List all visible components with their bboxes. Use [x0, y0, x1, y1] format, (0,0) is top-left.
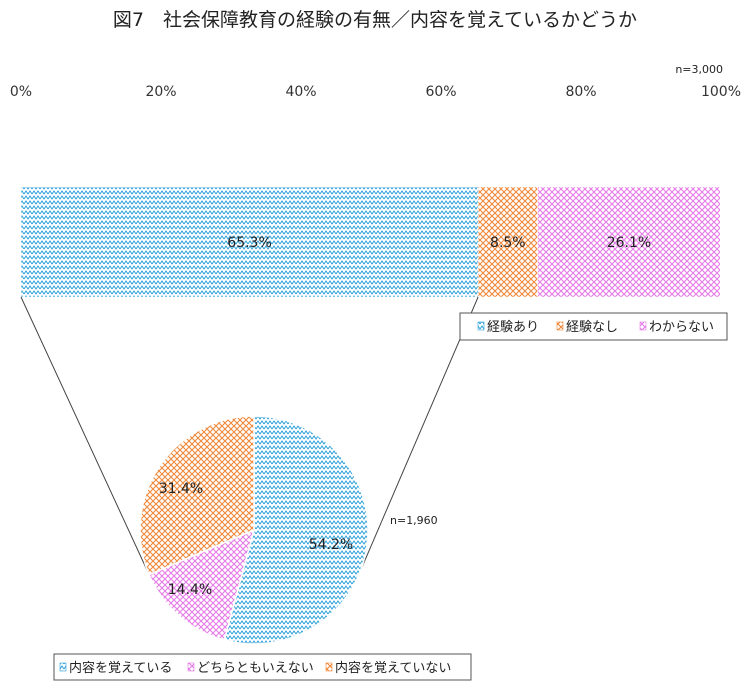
- x-tick-label: 0%: [10, 84, 32, 100]
- legend-swatch: [187, 662, 195, 672]
- pie-slice: [139, 415, 255, 576]
- chart-title: 図7 社会保障教育の経験の有無／内容を覚えているかどうか: [113, 9, 637, 31]
- legend-label: 内容を覚えている: [69, 660, 172, 676]
- x-tick-label: 60%: [425, 84, 456, 100]
- x-tick-label: 20%: [145, 84, 176, 100]
- bar-segment: [20, 186, 479, 298]
- pie-chart: 54.2% 14.4% 31.4%: [139, 415, 369, 645]
- legend-label: 経験あり: [487, 320, 539, 335]
- stacked-bar: 65.3% 8.5% 26.1%: [20, 186, 721, 298]
- bar-sample-size: n=3,000: [675, 63, 723, 76]
- x-tick-label: 40%: [285, 84, 316, 100]
- legend-swatch: [325, 662, 333, 672]
- legend-label: わからない: [649, 320, 714, 335]
- pie-slice: [148, 528, 256, 641]
- legend-label: 経験なし: [566, 320, 618, 335]
- x-tick-label: 80%: [565, 84, 596, 100]
- bar-data-label: 26.1%: [607, 235, 651, 251]
- bar-legend: 経験あり 経験なし わからない: [459, 312, 728, 341]
- connector-line-right: [360, 296, 479, 571]
- legend-swatch: [477, 321, 485, 331]
- pie-sample-size: n=1,960: [390, 514, 438, 527]
- connector-lines: [20, 296, 479, 575]
- legend-label: 内容を覚えていない: [335, 660, 451, 676]
- bar-data-label: 65.3%: [227, 235, 271, 251]
- legend-swatch: [639, 321, 647, 331]
- legend-swatch: [556, 321, 564, 331]
- pie-slice: [223, 415, 369, 645]
- x-tick-label: 100%: [701, 84, 741, 100]
- x-axis-ticks: 0% 20% 40% 60% 80% 100%: [10, 84, 741, 100]
- pie-data-label: 14.4%: [168, 582, 212, 598]
- pie-data-label: 54.2%: [309, 537, 353, 553]
- bar-data-label: 8.5%: [490, 235, 526, 251]
- bar-segment: [477, 186, 538, 298]
- legend-label: どちらともいえない: [197, 661, 314, 676]
- pie-data-label: 31.4%: [159, 481, 203, 497]
- bar-segment: [537, 186, 721, 298]
- legend-swatch: [59, 662, 67, 672]
- connector-line-left: [20, 296, 150, 575]
- pie-legend: 内容を覚えている どちらともいえない 内容を覚えていない: [53, 653, 472, 681]
